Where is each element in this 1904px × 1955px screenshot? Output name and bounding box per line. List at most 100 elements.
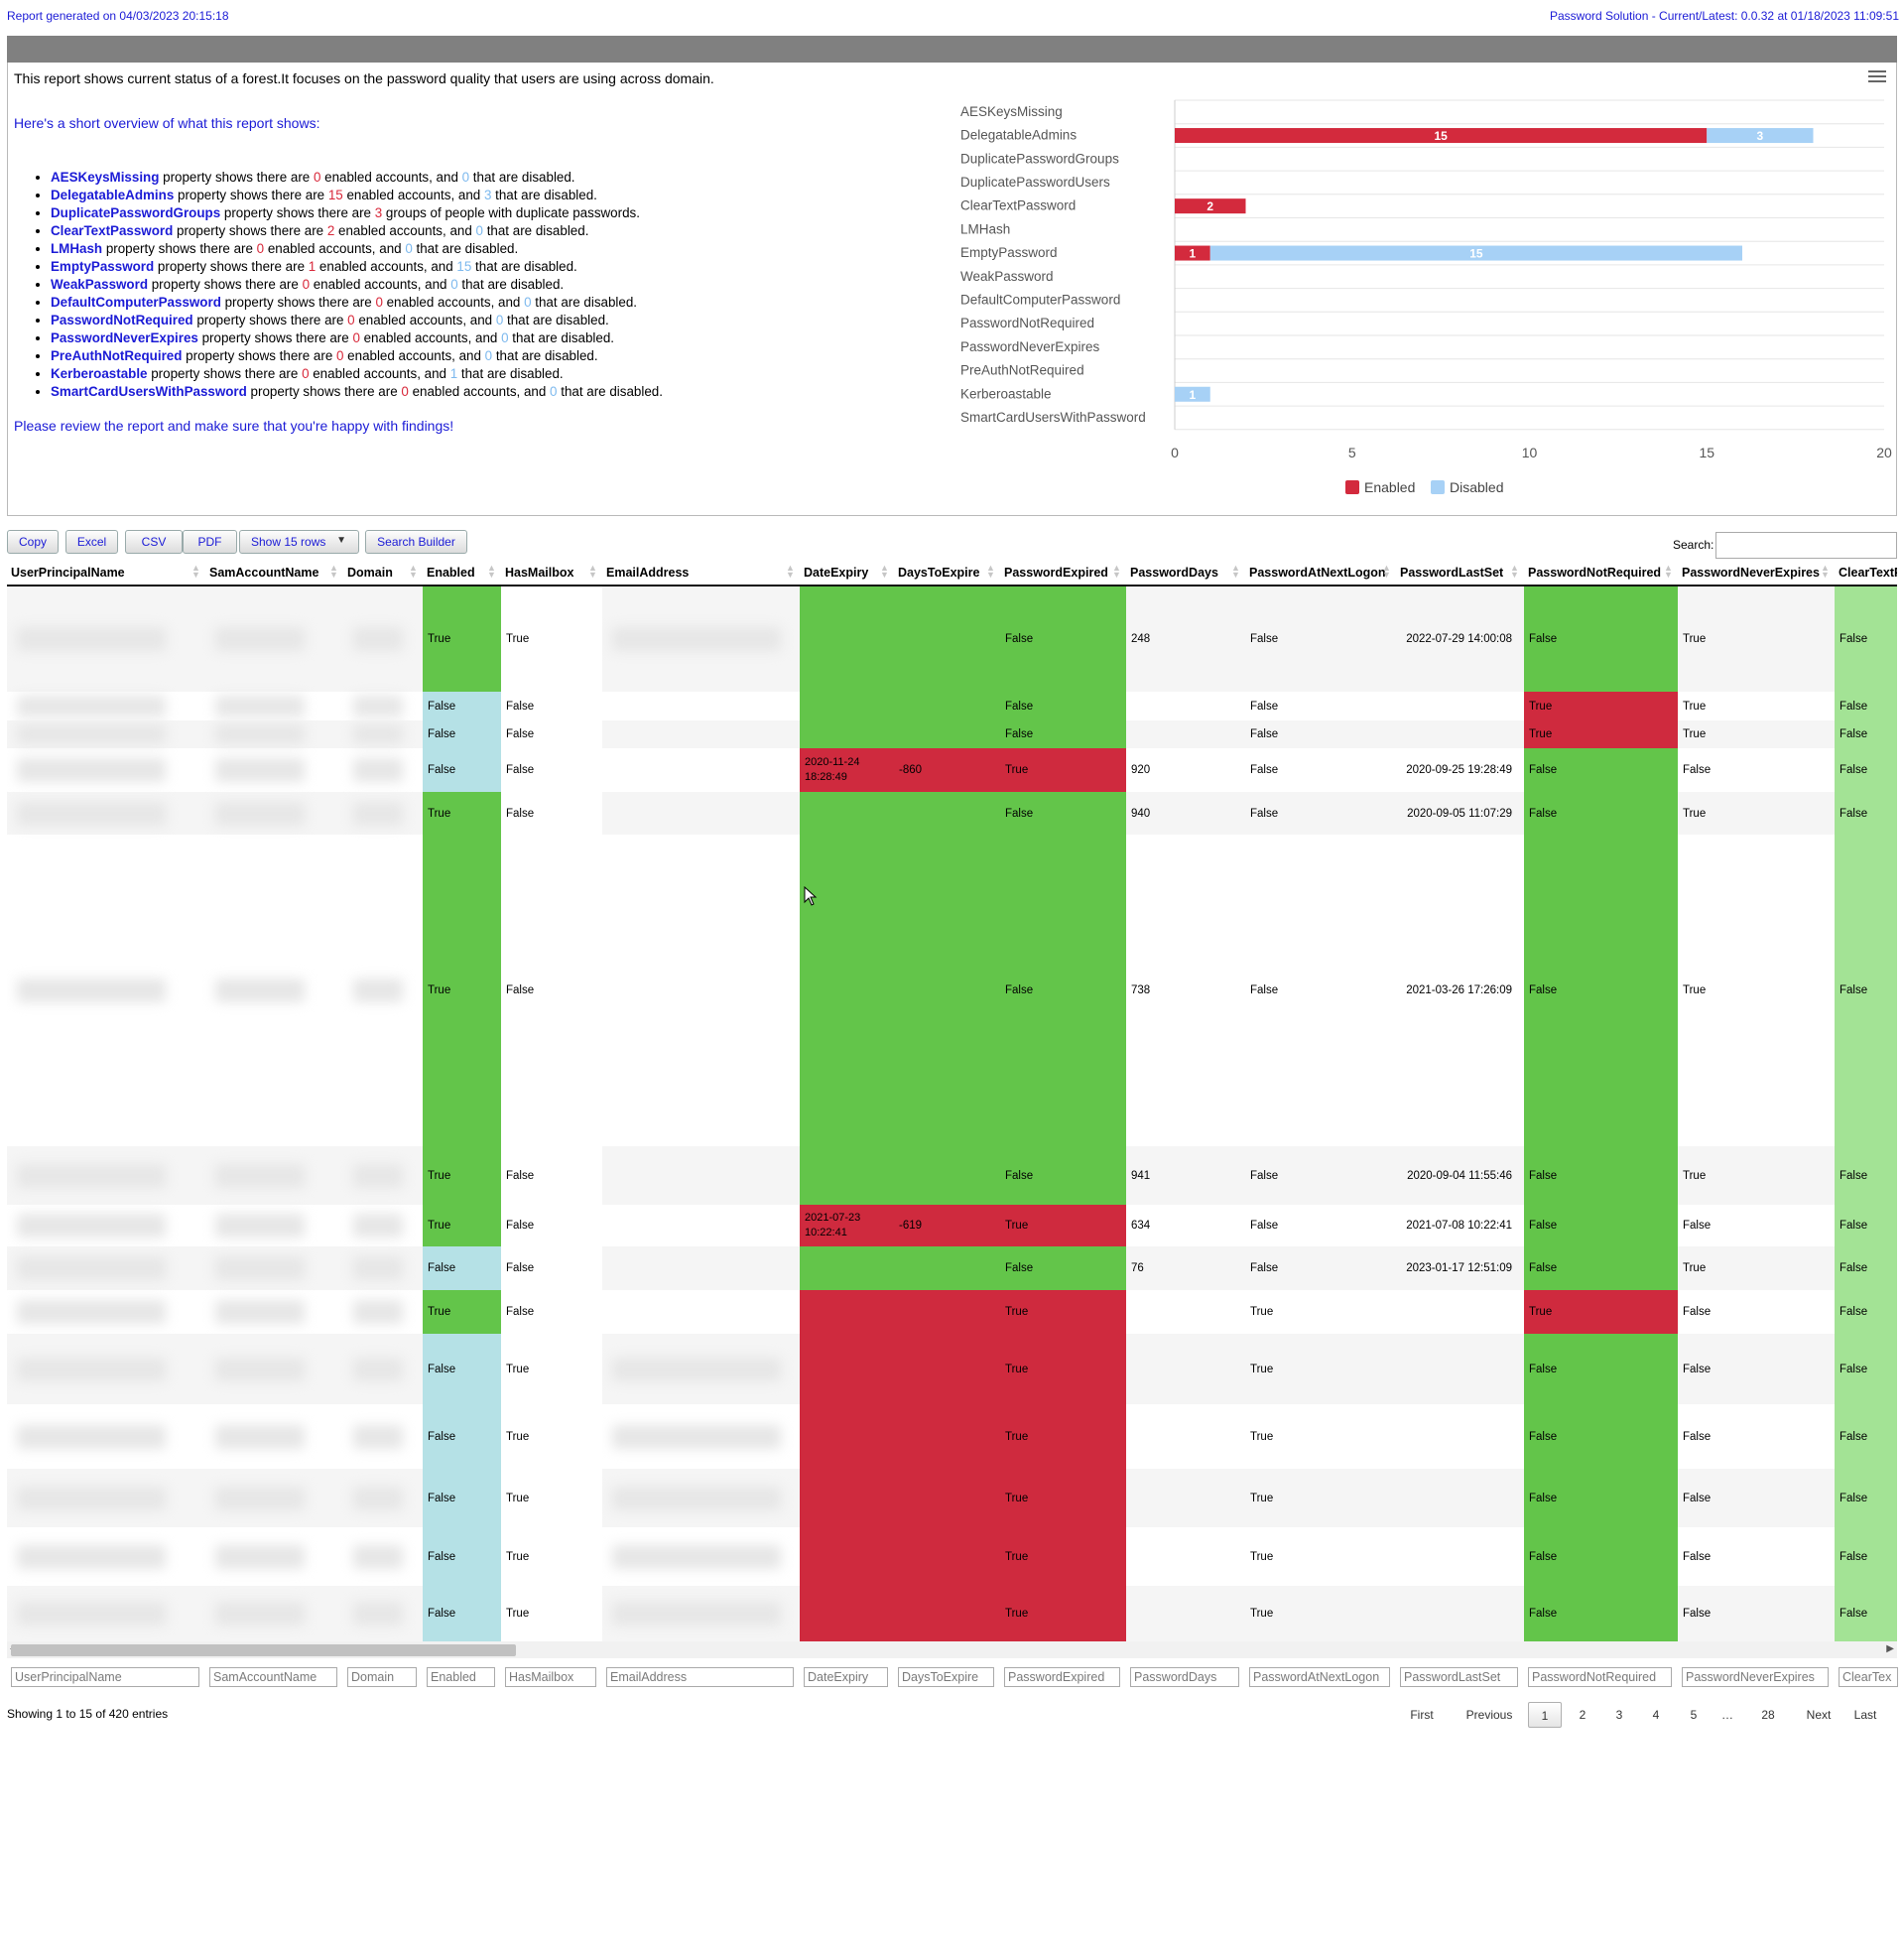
- column-header-emailaddress[interactable]: EmailAddress: [606, 566, 690, 580]
- filter-input-passwordnotrequired[interactable]: PasswordNotRequired: [1528, 1667, 1672, 1687]
- property-name[interactable]: AESKeysMissing: [51, 170, 160, 185]
- column-header-hasmailbox[interactable]: HasMailbox: [505, 566, 574, 580]
- sort-icon[interactable]: ▲ ▼: [487, 563, 496, 580]
- bar-enabled[interactable]: [1175, 198, 1246, 214]
- filter-input-enabled[interactable]: Enabled: [427, 1667, 495, 1687]
- column-header-passwordexpired[interactable]: PasswordExpired: [1004, 566, 1108, 580]
- legend-swatch[interactable]: [1431, 480, 1445, 494]
- filter-input-dateexpiry[interactable]: DateExpiry: [804, 1667, 888, 1687]
- table-row[interactable]: True False 2021-07-23 10:22:41 -619 True 634 F…: [7, 1205, 1897, 1246]
- property-name[interactable]: SmartCardUsersWithPassword: [51, 384, 247, 399]
- filter-input-samaccountname[interactable]: SamAccountName: [209, 1667, 337, 1687]
- sort-icon[interactable]: ▲ ▼: [1382, 563, 1391, 580]
- sort-icon[interactable]: ▲ ▼: [1821, 563, 1830, 580]
- pdf-button[interactable]: PDF: [183, 530, 237, 554]
- legend-label[interactable]: Disabled: [1450, 479, 1503, 495]
- csv-button[interactable]: CSV: [125, 530, 183, 554]
- chart-menu-icon[interactable]: [1866, 67, 1888, 85]
- sort-icon[interactable]: ▲ ▼: [409, 563, 418, 580]
- page-link-0[interactable]: First: [1410, 1708, 1434, 1722]
- column-header-enabled[interactable]: Enabled: [427, 566, 475, 580]
- scroll-right-icon[interactable]: ▶: [1886, 1643, 1894, 1654]
- sort-icon[interactable]: ▲ ▼: [588, 563, 597, 580]
- table-row[interactable]: True False False 738 False 2021-03-26 17:26:0…: [7, 835, 1897, 1146]
- property-name[interactable]: ClearTextPassword: [51, 223, 174, 238]
- page-link-10[interactable]: Last: [1853, 1708, 1877, 1722]
- filter-input-cleartex[interactable]: ClearTex: [1839, 1667, 1898, 1687]
- table-row[interactable]: True False False 940 False 2020-09-05 11:07:2…: [7, 792, 1897, 835]
- copy-button[interactable]: Copy: [7, 530, 59, 554]
- property-name[interactable]: EmptyPassword: [51, 259, 155, 274]
- excel-button[interactable]: Excel: [65, 530, 118, 554]
- property-name[interactable]: DuplicatePasswordGroups: [51, 205, 221, 220]
- column-header-passwordlastset[interactable]: PasswordLastSet: [1400, 566, 1504, 580]
- search-builder-button[interactable]: Search Builder: [365, 530, 467, 554]
- table-row[interactable]: False True True True False False False: [7, 1404, 1897, 1469]
- filter-input-passwordexpired[interactable]: PasswordExpired: [1004, 1667, 1120, 1687]
- column-header-passwordnotrequired[interactable]: PasswordNotRequired: [1528, 566, 1662, 580]
- filter-input-emailaddress[interactable]: EmailAddress: [606, 1667, 794, 1687]
- rows-per-page-button[interactable]: Show 15 rows ▼: [239, 530, 359, 554]
- sort-icon[interactable]: ▲ ▼: [191, 563, 200, 580]
- table-row[interactable]: True False False 941 False 2020-09-04 11:55:4…: [7, 1146, 1897, 1205]
- table-row[interactable]: True True False 248 False 2022-07-29 14:00:08…: [7, 586, 1897, 692]
- page-link-9[interactable]: Next: [1806, 1708, 1832, 1722]
- property-name[interactable]: WeakPassword: [51, 277, 148, 292]
- filter-input-userprincipalname[interactable]: UserPrincipalName: [11, 1667, 199, 1687]
- page-link-3[interactable]: 2: [1579, 1708, 1587, 1722]
- table-row[interactable]: False True True True False False False: [7, 1334, 1897, 1404]
- legend-swatch[interactable]: [1345, 480, 1359, 494]
- column-header-samaccountname[interactable]: SamAccountName: [209, 566, 319, 580]
- sort-icon[interactable]: ▲ ▼: [1664, 563, 1673, 580]
- bar-disabled[interactable]: [1175, 386, 1210, 402]
- bar-enabled[interactable]: [1175, 128, 1708, 144]
- table-row[interactable]: False False False False True True False: [7, 720, 1897, 748]
- column-header-passworddays[interactable]: PasswordDays: [1130, 566, 1218, 580]
- scrollbar-thumb[interactable]: [11, 1644, 516, 1656]
- sort-icon[interactable]: ▲ ▼: [986, 563, 995, 580]
- page-link-2[interactable]: 1: [1528, 1702, 1562, 1728]
- table-row[interactable]: False False False 76 False 2023-01-17 12:51:0…: [7, 1246, 1897, 1290]
- column-header-domain[interactable]: Domain: [347, 566, 393, 580]
- column-header-daystoexpire[interactable]: DaysToExpire: [898, 566, 980, 580]
- page-link-1[interactable]: Previous: [1465, 1708, 1513, 1722]
- property-name[interactable]: LMHash: [51, 241, 103, 256]
- property-name[interactable]: DefaultComputerPassword: [51, 295, 221, 310]
- bar-disabled[interactable]: [1209, 245, 1742, 261]
- table-row[interactable]: False True True True False False False: [7, 1527, 1897, 1586]
- filter-input-domain[interactable]: Domain: [347, 1667, 417, 1687]
- bar-enabled[interactable]: [1175, 245, 1210, 261]
- column-header-passwordneverexpires[interactable]: PasswordNeverExpires: [1682, 566, 1820, 580]
- bar-disabled[interactable]: [1707, 128, 1814, 144]
- page-link-8[interactable]: 28: [1761, 1708, 1775, 1722]
- sort-icon[interactable]: ▲ ▼: [880, 563, 889, 580]
- table-row[interactable]: False True True True False False False: [7, 1586, 1897, 1641]
- filter-input-passworddays[interactable]: PasswordDays: [1130, 1667, 1239, 1687]
- table-row[interactable]: True False True True True False False: [7, 1290, 1897, 1334]
- column-header-dateexpiry[interactable]: DateExpiry: [804, 566, 869, 580]
- sort-icon[interactable]: ▲ ▼: [786, 563, 795, 580]
- page-link-6[interactable]: 5: [1690, 1708, 1698, 1722]
- filter-input-passwordatnextlogon[interactable]: PasswordAtNextLogon: [1249, 1667, 1390, 1687]
- legend-label[interactable]: Enabled: [1364, 479, 1415, 495]
- filter-input-passwordlastset[interactable]: PasswordLastSet: [1400, 1667, 1518, 1687]
- table-row[interactable]: False True True True False False False: [7, 1469, 1897, 1527]
- filter-input-daystoexpire[interactable]: DaysToExpire: [898, 1667, 994, 1687]
- column-header-passwordatnextlogon[interactable]: PasswordAtNextLogon: [1249, 566, 1386, 580]
- property-name[interactable]: Kerberoastable: [51, 366, 148, 381]
- sort-icon[interactable]: ▲ ▼: [1231, 563, 1240, 580]
- column-header-cleartextp[interactable]: ClearTextP: [1839, 566, 1897, 580]
- property-name[interactable]: DelegatableAdmins: [51, 188, 175, 202]
- filter-input-hasmailbox[interactable]: HasMailbox: [505, 1667, 596, 1687]
- sort-icon[interactable]: ▲ ▼: [1510, 563, 1519, 580]
- page-link-4[interactable]: 3: [1615, 1708, 1623, 1722]
- property-name[interactable]: PreAuthNotRequired: [51, 348, 183, 363]
- property-name[interactable]: PasswordNotRequired: [51, 313, 193, 327]
- table-row[interactable]: False False 2020-11-24 18:28:49 -860 True 920…: [7, 748, 1897, 792]
- search-input[interactable]: [1715, 532, 1897, 559]
- page-link-5[interactable]: 4: [1652, 1708, 1660, 1722]
- sort-icon[interactable]: ▲ ▼: [329, 563, 338, 580]
- sort-icon[interactable]: ▲ ▼: [1112, 563, 1121, 580]
- table-row[interactable]: False False False False True True False: [7, 692, 1897, 720]
- filter-input-passwordneverexpires[interactable]: PasswordNeverExpires: [1682, 1667, 1829, 1687]
